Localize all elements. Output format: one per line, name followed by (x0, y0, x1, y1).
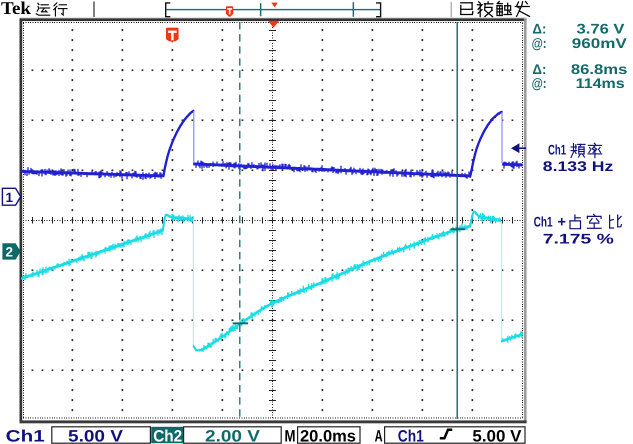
svg-text:5.00 V: 5.00 V (472, 427, 521, 444)
svg-text:7.175 %: 7.175 % (543, 231, 615, 247)
svg-text:@:: @: (532, 35, 547, 51)
svg-text:8.133 Hz: 8.133 Hz (543, 158, 614, 174)
svg-text:Δ:: Δ: (532, 20, 546, 36)
svg-text:1: 1 (5, 190, 13, 205)
svg-text:2: 2 (5, 245, 13, 260)
svg-text:M: M (285, 427, 296, 444)
svg-text:20.0ms: 20.0ms (300, 427, 356, 444)
svg-text:2.00 V: 2.00 V (205, 427, 260, 444)
svg-text:114ms: 114ms (576, 75, 625, 91)
svg-text:Ch1: Ch1 (548, 141, 566, 157)
svg-text:960mV: 960mV (572, 35, 628, 51)
svg-text:5.00 V: 5.00 V (68, 427, 123, 444)
svg-text:@:: @: (532, 75, 547, 91)
svg-text:+: + (558, 214, 566, 230)
svg-text:Ch1: Ch1 (534, 213, 553, 229)
svg-text:A: A (375, 427, 383, 444)
svg-text:Tek: Tek (1, 0, 31, 18)
svg-text:Ch1: Ch1 (6, 427, 45, 444)
svg-text:Δ:: Δ: (532, 61, 546, 77)
svg-text:Ch1: Ch1 (398, 427, 424, 444)
svg-text:Ch2: Ch2 (153, 427, 182, 444)
svg-text:86.8ms: 86.8ms (571, 61, 628, 77)
svg-text:3.76 V: 3.76 V (577, 20, 626, 36)
